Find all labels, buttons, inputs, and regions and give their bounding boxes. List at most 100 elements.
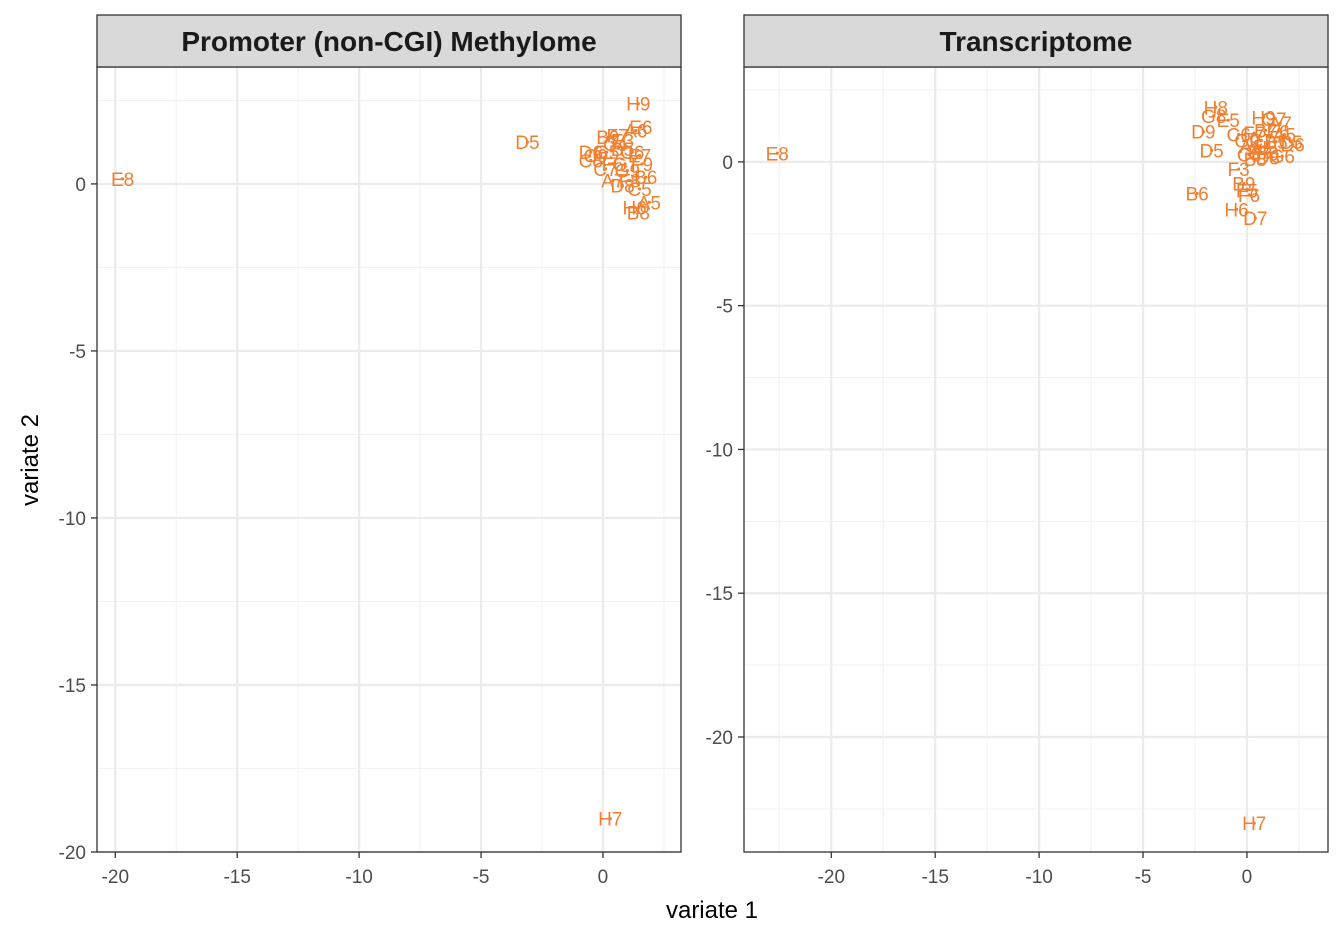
y-axis-ticks: -20 -15 -10 -5 0 [706, 153, 744, 749]
point-label: F6 [1238, 186, 1260, 207]
data-point [633, 205, 637, 209]
point-labels: E8H7D5H9E6A6B9F7E3C4D6C9G5B5C6E7C8F6G7F9… [111, 95, 661, 831]
panel-background [97, 67, 681, 852]
point-label: F7 [607, 126, 629, 147]
y-tick-label: -10 [706, 440, 733, 461]
y-tick-label: -20 [59, 843, 86, 864]
data-point [640, 162, 644, 166]
data-point [1274, 140, 1278, 144]
data-point [620, 183, 625, 188]
point-label: D6 [1281, 136, 1305, 157]
data-point [1266, 151, 1270, 155]
y-tick-label: -5 [69, 342, 86, 363]
facet-strip-title: Promoter (non-CGI) Methylome [181, 26, 596, 57]
data-point [589, 150, 593, 154]
data-point [628, 178, 632, 183]
point-label: H6 [1224, 200, 1248, 221]
point-label: F8 [619, 172, 641, 193]
point-label: F6 [602, 155, 624, 176]
data-point [1226, 118, 1230, 122]
x-tick-label: -10 [345, 867, 372, 888]
point-label: A5 [638, 193, 661, 214]
point-label: H6 [623, 198, 647, 219]
point-label: D6 [579, 143, 603, 164]
y-tick-label: -20 [706, 728, 733, 749]
data-point [589, 158, 593, 163]
x-tick-label: -20 [102, 867, 129, 888]
data-point [1247, 193, 1251, 197]
x-tick-label: -5 [473, 867, 490, 888]
point-label: E3 [611, 131, 634, 152]
point-label: F3 [1228, 160, 1250, 181]
point-label: G7 [1261, 110, 1286, 131]
point-label: D8 [610, 177, 634, 198]
data-point [616, 133, 620, 138]
point-label: E8 [766, 144, 789, 165]
data-point [606, 135, 610, 139]
point-label: E7 [1248, 143, 1271, 164]
data-point [611, 162, 615, 166]
y-tick-label: 0 [722, 153, 733, 174]
data-point [1257, 150, 1262, 154]
point-label: G6 [1270, 147, 1295, 168]
data-point [1245, 189, 1249, 193]
data-point [1210, 148, 1214, 152]
point-label: B5 [611, 140, 634, 161]
data-point [647, 200, 651, 204]
point-label: C5 [1278, 133, 1302, 154]
point-label: E6 [1266, 123, 1289, 144]
point-label: C6 [1226, 126, 1250, 147]
data-point [636, 210, 640, 214]
point-label: G5 [594, 143, 619, 164]
x-tick-label: -5 [1135, 867, 1152, 888]
point-label: C8 [579, 152, 603, 173]
data-point [1282, 132, 1286, 137]
point-label: B6 [634, 168, 657, 189]
data-point [121, 177, 125, 181]
data-point [1288, 140, 1293, 144]
data-point [1212, 114, 1216, 118]
x-axis-ticks: -20 -15 -10 -5 0 [102, 852, 609, 888]
data-point [1252, 131, 1256, 135]
major-gridlines [744, 67, 1328, 852]
data-point [1252, 821, 1256, 825]
data-point [608, 816, 612, 821]
point-label: C6 [620, 143, 644, 164]
panel-promoter-methylome: E8H7D5H9E6A6B9F7E3C4D6C9G5B5C6E7C8F6G7F9… [59, 14, 682, 888]
panel-background [744, 67, 1328, 852]
point-label: D9 [1191, 123, 1215, 144]
data-point [637, 187, 642, 191]
facet-strip [743, 14, 1329, 68]
data-point [1237, 167, 1241, 171]
point-label: D5 [515, 133, 539, 154]
data-point [630, 150, 634, 154]
point-label: C7 [1249, 131, 1273, 152]
point-label: B7 [1254, 121, 1277, 142]
x-tick-label: -15 [921, 867, 948, 888]
facet-strip-title: Transcriptome [940, 26, 1133, 57]
point-label: B8 [1244, 150, 1267, 171]
y-tick-label: -10 [59, 509, 86, 530]
minor-gridlines [97, 67, 681, 852]
point-label: A6 [624, 121, 647, 142]
data-point [1266, 155, 1270, 160]
x-tick-label: 0 [598, 867, 609, 888]
data-point [639, 125, 643, 129]
data-point [603, 167, 608, 171]
data-point [1264, 145, 1268, 150]
data-point [1214, 105, 1218, 109]
point-label: F5 [1236, 182, 1258, 203]
data-point [637, 153, 642, 158]
data-point [1276, 130, 1280, 134]
data-point [1245, 138, 1249, 142]
point-label: F7 [1243, 124, 1265, 145]
data-point [1237, 132, 1241, 137]
point-label: H9 [1251, 108, 1275, 129]
x-axis-title: variate 1 [666, 897, 758, 924]
point-label: D7 [1243, 209, 1267, 230]
point-label: G7 [612, 155, 637, 176]
point-label: F8 [1257, 144, 1279, 165]
data-point [775, 151, 779, 155]
data-point [1291, 143, 1295, 147]
data-point [611, 178, 615, 183]
